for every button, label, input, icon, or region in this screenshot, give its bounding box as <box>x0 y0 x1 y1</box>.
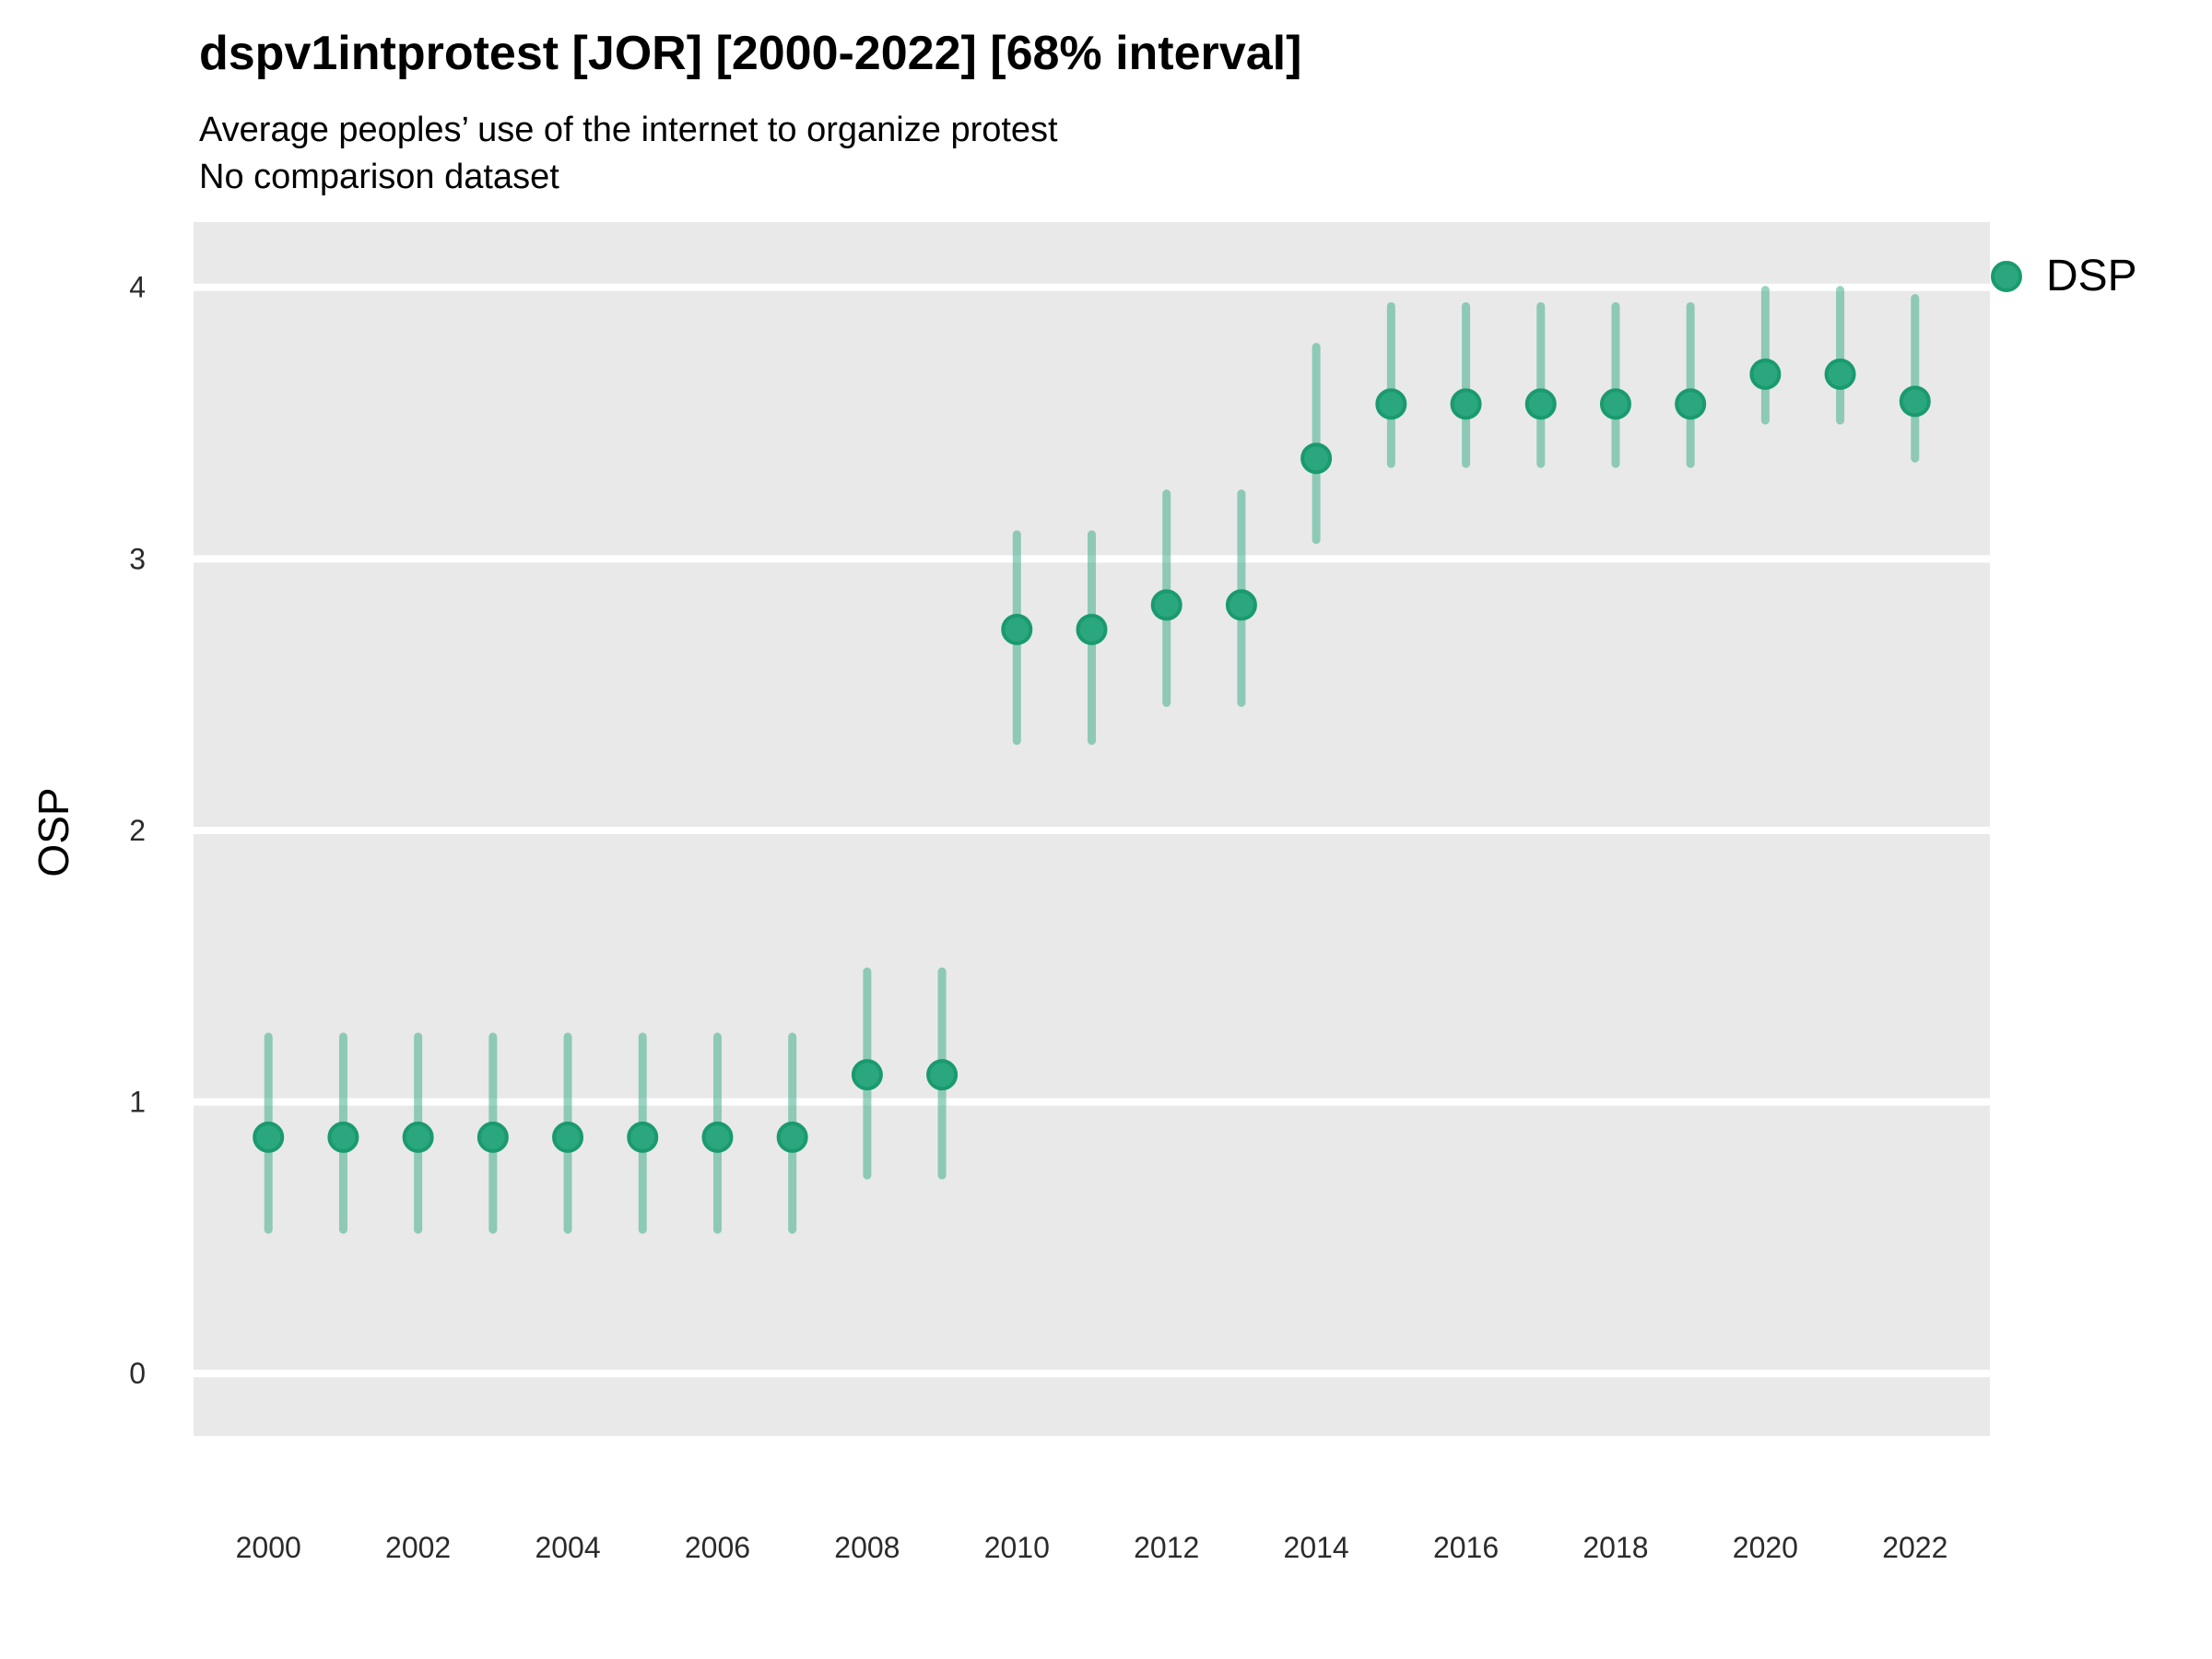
data-point-2003 <box>477 1121 509 1153</box>
data-point-2010 <box>1001 613 1033 645</box>
data-point-2018 <box>1599 388 1631 420</box>
x-tick-label-2022: 2022 <box>1882 1531 1947 1564</box>
y-tick-label-1: 1 <box>129 1086 146 1119</box>
y-tick-label-3: 3 <box>129 542 146 575</box>
y-tick-label-2: 2 <box>129 814 146 847</box>
data-point-2008 <box>851 1059 883 1091</box>
x-tick-label-2014: 2014 <box>1284 1531 1349 1564</box>
x-tick-label-2016: 2016 <box>1433 1531 1499 1564</box>
legend: DSP <box>1991 251 2137 301</box>
x-tick-label-2002: 2002 <box>385 1531 451 1564</box>
x-tick-label-2000: 2000 <box>236 1531 301 1564</box>
data-point-2011 <box>1076 613 1108 645</box>
data-point-2002 <box>402 1121 434 1153</box>
data-point-2013 <box>1225 589 1257 621</box>
data-point-2015 <box>1375 388 1407 420</box>
data-point-2022 <box>1899 385 1931 418</box>
data-point-2017 <box>1524 388 1557 420</box>
x-tick-label-2010: 2010 <box>984 1531 1050 1564</box>
data-point-2009 <box>926 1059 959 1091</box>
x-tick-label-2006: 2006 <box>685 1531 750 1564</box>
chart-note: No comparison dataset <box>199 158 559 196</box>
data-point-2000 <box>253 1121 285 1153</box>
data-point-2001 <box>327 1121 359 1153</box>
chart-subtitle: Average peoples’ use of the internet to … <box>199 111 1058 149</box>
x-tick-label-2020: 2020 <box>1733 1531 1798 1564</box>
data-point-2019 <box>1675 388 1707 420</box>
data-point-2014 <box>1300 442 1333 475</box>
data-point-2005 <box>627 1121 659 1153</box>
data-point-2020 <box>1749 358 1782 390</box>
data-point-2012 <box>1150 589 1182 621</box>
legend-dsp-label: DSP <box>2046 252 2137 300</box>
data-point-2004 <box>552 1121 584 1153</box>
legend-dsp-swatch <box>1991 260 2022 292</box>
data-point-2007 <box>776 1121 808 1153</box>
data-point-2021 <box>1824 358 1856 390</box>
x-tick-label-2004: 2004 <box>535 1531 600 1564</box>
y-tick-label-4: 4 <box>129 271 146 304</box>
x-tick-label-2008: 2008 <box>834 1531 900 1564</box>
data-point-2016 <box>1450 388 1482 420</box>
y-tick-label-0: 0 <box>129 1357 146 1390</box>
chart-title: dspv1intprotest [JOR] [2000-2022] [68% i… <box>199 27 1302 80</box>
x-tick-label-2012: 2012 <box>1134 1531 1199 1564</box>
x-tick-label-2018: 2018 <box>1583 1531 1648 1564</box>
data-point-2006 <box>701 1121 734 1153</box>
